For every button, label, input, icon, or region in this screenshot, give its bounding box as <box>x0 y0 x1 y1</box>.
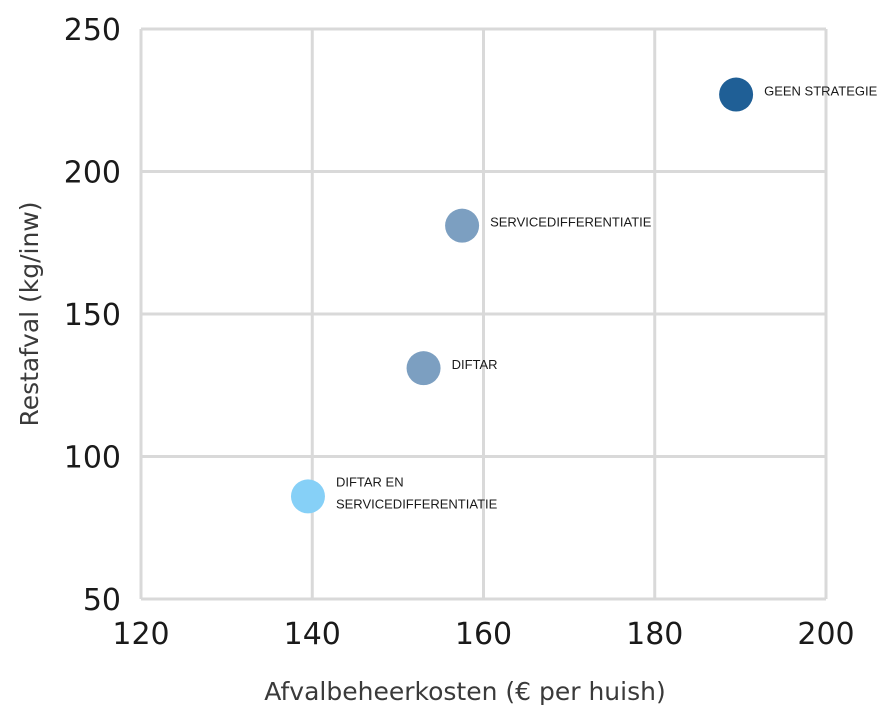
y-axis-title: Restafval (kg/inw) <box>15 201 44 426</box>
data-point <box>290 479 325 514</box>
point-label: SERVICEDIFFERENTIATIE <box>490 215 652 230</box>
y-tick-label: 200 <box>64 156 121 191</box>
point-label: DIFTAR <box>452 357 498 372</box>
point-label: GEEN STRATEGIE <box>764 84 877 99</box>
x-tick-label: 120 <box>112 617 169 652</box>
point-label: DIFTAR EN <box>336 474 404 489</box>
x-axis-title: Afvalbeheerkosten (€ per huish) <box>264 677 665 706</box>
tick-labels: 120 140 160 180 200 50 100 150 200 250 <box>64 13 855 652</box>
point-label: SERVICEDIFFERENTIATIE <box>336 496 498 511</box>
data-point <box>445 208 480 243</box>
data-point <box>719 77 754 112</box>
data-point <box>406 351 441 386</box>
x-tick-label: 200 <box>797 617 854 652</box>
x-tick-label: 160 <box>455 617 512 652</box>
y-tick-label: 250 <box>64 13 121 48</box>
data-points <box>290 77 754 514</box>
x-tick-label: 140 <box>284 617 341 652</box>
x-tick-label: 180 <box>626 617 683 652</box>
grid <box>139 27 828 601</box>
point-labels: GEEN STRATEGIE SERVICEDIFFERENTIATIE DIFTA… <box>336 84 878 512</box>
y-tick-label: 150 <box>64 298 121 333</box>
y-tick-label: 50 <box>83 583 121 618</box>
y-tick-label: 100 <box>64 441 121 476</box>
